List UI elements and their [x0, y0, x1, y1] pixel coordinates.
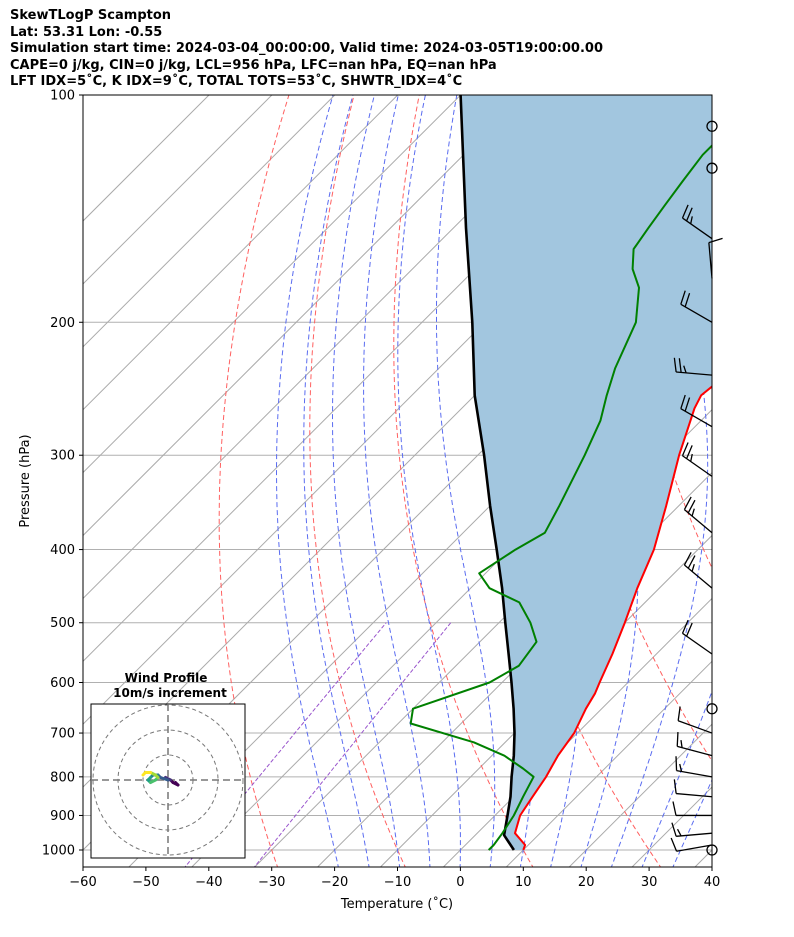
- wind-barb: [671, 822, 713, 837]
- hodograph-subtitle: 10m/s increment: [113, 686, 227, 700]
- temperature-line: [514, 385, 712, 851]
- calm-wind-marker: [706, 844, 718, 856]
- y-tick-label: 400: [50, 543, 75, 558]
- calm-wind-marker: [706, 120, 718, 132]
- y-tick-label: 800: [50, 770, 75, 785]
- moist-adiabat-line: [363, 95, 431, 867]
- index-line: LFT IDX=5˚C, K IDX=9˚C, TOTAL TOTS=53˚C,…: [10, 74, 463, 89]
- isotherm-line: [83, 95, 399, 411]
- wind-barb: [681, 442, 713, 477]
- chart-header: SkewTLogP Scampton Lat: 53.31 Lon: -0.55…: [10, 8, 603, 91]
- wind-barb: [675, 756, 713, 778]
- wind-barb: [683, 496, 713, 534]
- profile-lines: [409, 95, 712, 851]
- moist-adiabat-line: [276, 95, 339, 867]
- cape-shading: [460, 95, 712, 850]
- dry-adiabat-line: [393, 95, 534, 867]
- wind-barb: [681, 204, 713, 240]
- isotherm-line: [316, 471, 712, 867]
- cape-shading-layer: [460, 95, 712, 850]
- wind-barb: [676, 732, 713, 757]
- wind-barb: [673, 357, 713, 376]
- wind-barb: [677, 706, 713, 734]
- x-tick-label: −60: [69, 875, 96, 890]
- x-tick-label: −10: [384, 875, 411, 890]
- x-axis-label: Temperature (˚C): [340, 896, 453, 912]
- wind-barbs: [670, 120, 723, 856]
- isotherm-line: [379, 534, 712, 867]
- x-tick-label: 10: [515, 875, 532, 890]
- x-tick-label: 30: [641, 875, 658, 890]
- x-tick-label: −40: [195, 875, 222, 890]
- mixing-ratio-line: [253, 622, 452, 867]
- isotherm-line: [83, 95, 273, 285]
- dewpoint-line: [409, 144, 712, 851]
- y-tick-label: 900: [50, 809, 75, 824]
- parcel-line: [459, 95, 516, 851]
- isotherm-line: [83, 95, 525, 537]
- dry-adiabat-line: [309, 95, 406, 867]
- isotherm-line: [83, 95, 336, 348]
- moist-adiabat-line: [397, 95, 461, 867]
- calm-wind-marker: [706, 162, 718, 174]
- x-tick-label: 0: [456, 875, 464, 890]
- dry-adiabat-line: [218, 95, 290, 867]
- x-tick-label: −30: [258, 875, 285, 890]
- dry-adiabat-line: [745, 95, 794, 869]
- axes: −60 −50 −40 −30 −20 −10 0 10 20 30 40 100 200 300 400 5…: [42, 89, 720, 891]
- y-tick-label: 700: [50, 727, 75, 742]
- y-axis-label: Pressure (hPa): [18, 434, 33, 527]
- moist-adiabat-line: [332, 95, 401, 867]
- wind-barb: [681, 619, 713, 655]
- y-tick-label: 500: [50, 616, 75, 631]
- isotherm-line: [83, 95, 462, 474]
- y-tick-label: 100: [50, 89, 75, 104]
- y-tick-label: 200: [50, 316, 75, 331]
- y-tick-label: 1000: [42, 844, 75, 859]
- cape-line: CAPE=0 j/kg, CIN=0 j/kg, LCL=956 hPa, LF…: [10, 57, 497, 73]
- y-tick-label: 300: [50, 449, 75, 464]
- wind-barb: [670, 837, 713, 852]
- calm-wind-marker: [706, 703, 718, 715]
- moist-adiabat-line: [303, 95, 370, 867]
- wind-barb: [683, 552, 713, 589]
- wind-barb: [680, 290, 713, 323]
- chart-title: SkewTLogP Scampton: [10, 8, 172, 23]
- y-tick-label: 600: [50, 676, 75, 691]
- isotherm-line: [442, 597, 712, 867]
- moist-adiabat-line: [610, 95, 709, 867]
- x-tick-label: −20: [321, 875, 348, 890]
- location-line: Lat: 53.31 Lon: -0.55: [10, 24, 163, 40]
- wind-barb: [708, 237, 723, 279]
- x-tick-label: 40: [704, 875, 721, 890]
- hodograph-title: Wind Profile: [125, 671, 208, 685]
- wind-barb: [673, 779, 713, 798]
- moist-adiabat-line: [641, 689, 712, 867]
- isotherm-line: [505, 660, 712, 867]
- hodograph-segment: [141, 771, 147, 777]
- wind-barb: [680, 394, 713, 428]
- isotherm-line: [568, 723, 712, 867]
- wind-barb: [672, 801, 712, 817]
- x-tick-label: −50: [132, 875, 159, 890]
- isotherm-line: [83, 95, 210, 222]
- time-line: Simulation start time: 2024-03-04_00:00:…: [10, 41, 603, 56]
- x-tick-label: 20: [578, 875, 595, 890]
